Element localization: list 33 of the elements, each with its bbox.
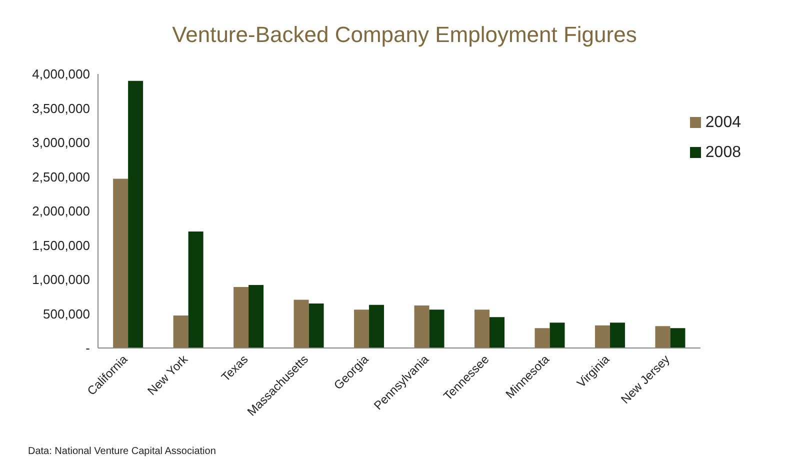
bar: [655, 326, 670, 348]
y-tick-label: 3,500,000: [32, 100, 90, 116]
y-tick-label: 2,500,000: [32, 169, 90, 184]
bar: [369, 304, 384, 348]
bar: [294, 300, 309, 348]
bar: [610, 322, 625, 348]
bar: [113, 178, 128, 348]
y-tick-label: 1,500,000: [32, 238, 90, 253]
y-tick-label: 2,000,000: [32, 204, 90, 219]
bar: [414, 306, 430, 348]
bar: [354, 310, 370, 348]
bar: [550, 322, 565, 348]
text: Data: National Venture Capital Association: [28, 446, 216, 457]
y-tick-label: 500,000: [43, 306, 90, 322]
y-tick-label: -: [86, 340, 90, 356]
bar: [594, 325, 610, 348]
bar: [173, 315, 188, 348]
y-tick-label: 3,000,000: [32, 135, 90, 150]
bar: [534, 328, 550, 348]
bar: [670, 328, 686, 348]
bar: [248, 284, 264, 348]
bar: [188, 232, 204, 348]
bar: [474, 310, 490, 348]
legend-label: 2004: [705, 114, 741, 131]
bar: [429, 310, 444, 348]
legend-label: 2008: [705, 144, 741, 161]
y-tick-label: 4,000,000: [32, 66, 90, 82]
y-tick-label: 1,000,000: [32, 272, 90, 288]
bar: [128, 80, 144, 348]
bar: [308, 303, 324, 348]
bar: [490, 317, 505, 348]
chart-title: Venture-Backed Company Employment Figures: [171, 22, 638, 48]
bar: [234, 287, 249, 348]
